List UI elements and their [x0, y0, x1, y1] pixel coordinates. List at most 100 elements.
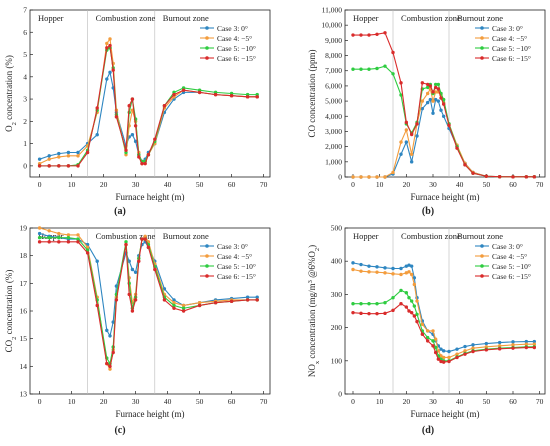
legend-label: Case 4: −5° — [492, 252, 527, 261]
plot-frame — [344, 227, 546, 395]
legend-label: Case 5: −10° — [492, 44, 531, 53]
x-tick-label: 40 — [456, 180, 464, 189]
data-point — [37, 240, 42, 244]
data-point — [133, 139, 138, 144]
series-line — [352, 262, 535, 353]
series-line — [39, 46, 258, 167]
legend-label: Case 3: 0° — [217, 242, 248, 251]
x-tick-label: 40 — [456, 397, 464, 406]
data-point — [181, 306, 186, 310]
data-point — [471, 171, 475, 175]
data-point — [108, 364, 112, 369]
data-point — [57, 164, 61, 168]
data-point — [420, 81, 425, 85]
data-point — [57, 151, 61, 156]
x-tick-label: 50 — [483, 397, 491, 406]
data-point — [471, 343, 475, 347]
data-point — [359, 67, 363, 71]
data-point — [245, 298, 250, 302]
data-point — [409, 160, 414, 164]
data-point — [511, 175, 515, 179]
y-tick-label: 1,000 — [325, 157, 342, 166]
data-point — [47, 164, 51, 168]
legend-marker — [480, 254, 484, 258]
series-line — [39, 44, 258, 167]
data-point — [85, 251, 90, 255]
data-point — [433, 350, 438, 355]
data-point — [124, 242, 128, 247]
data-point — [111, 68, 115, 72]
x-axis-label: Furnace height (m) — [411, 192, 480, 202]
data-point — [37, 164, 42, 168]
panel-label: (b) — [422, 206, 434, 217]
data-point — [181, 88, 186, 92]
y-tick-label: 6 — [23, 28, 27, 37]
data-point — [425, 335, 430, 340]
data-point — [111, 350, 115, 355]
y-tick-label: 8,000 — [325, 51, 342, 60]
data-point — [255, 295, 259, 299]
data-point — [105, 328, 109, 333]
data-point — [439, 354, 443, 358]
data-point — [455, 146, 459, 150]
data-point — [399, 81, 403, 85]
data-point — [433, 90, 438, 94]
x-tick-label: 20 — [403, 180, 411, 189]
series-line — [39, 238, 258, 368]
series-3 — [351, 64, 537, 179]
data-point — [399, 93, 403, 97]
y-axis-label: NOx concentration (mg/m3 @6%O2) — [307, 245, 321, 377]
legend-label: Case 5: −10° — [492, 262, 531, 271]
data-point — [255, 298, 259, 302]
data-point — [404, 120, 409, 125]
data-point — [409, 152, 414, 156]
y-tick-label: 100 — [331, 356, 343, 365]
data-point — [130, 97, 135, 101]
data-point — [383, 175, 387, 179]
data-point — [524, 339, 529, 344]
data-point — [463, 352, 467, 356]
data-point — [415, 122, 419, 126]
data-point — [409, 272, 414, 277]
data-point — [146, 153, 151, 157]
data-point — [433, 85, 438, 90]
zone-label: Burnout zone — [163, 231, 209, 241]
data-point — [441, 114, 446, 118]
x-tick-label: 50 — [196, 180, 204, 189]
data-point — [57, 231, 61, 236]
legend-marker — [480, 36, 484, 40]
data-point — [412, 276, 417, 280]
y-tick-label: 18 — [20, 251, 28, 260]
data-point — [130, 267, 135, 272]
data-point — [367, 264, 371, 268]
zone-label: Burnout zone — [163, 13, 209, 23]
data-point — [76, 237, 80, 241]
legend-label: Case 3: 0° — [492, 24, 523, 33]
x-tick-label: 70 — [536, 397, 544, 406]
y-tick-label: 14 — [20, 362, 28, 371]
data-point — [391, 272, 395, 276]
legend-label: Case 3: 0° — [492, 242, 523, 251]
data-point — [383, 311, 387, 316]
data-point — [441, 97, 446, 102]
legend-label: Case 4: −5° — [217, 34, 252, 43]
data-point — [391, 50, 395, 55]
data-point — [351, 301, 355, 306]
data-point — [404, 128, 409, 132]
legend-marker — [205, 56, 209, 60]
data-point — [463, 163, 467, 167]
data-point — [172, 306, 176, 310]
legend-marker — [205, 26, 209, 30]
data-point — [197, 90, 202, 95]
data-point — [420, 322, 425, 326]
data-point — [108, 37, 112, 41]
x-tick-label: 70 — [260, 180, 268, 189]
y-tick-label: 2,000 — [325, 142, 342, 151]
series-line — [39, 70, 258, 163]
legend-marker — [205, 264, 209, 268]
data-point — [455, 355, 459, 360]
legend-marker — [205, 274, 209, 278]
data-point — [127, 259, 131, 263]
data-point — [172, 92, 176, 97]
